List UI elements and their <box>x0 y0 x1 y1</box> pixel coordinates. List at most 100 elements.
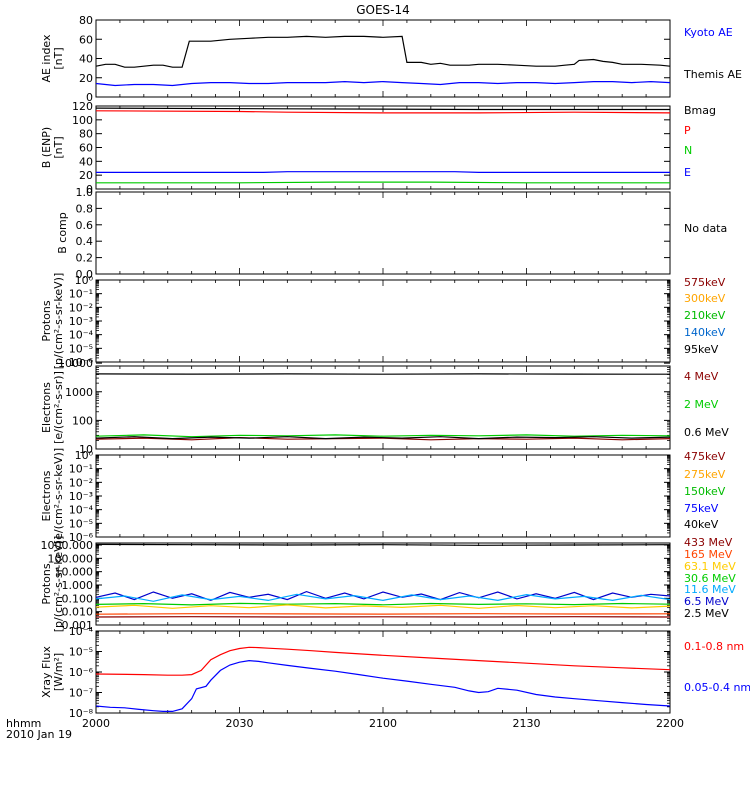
series-line <box>96 171 670 173</box>
legend-entry: P <box>684 124 691 137</box>
legend-entry: N <box>684 144 692 157</box>
series-line <box>95 602 671 606</box>
series-line <box>96 181 670 184</box>
y-tick-label: 10⁰ <box>75 449 94 462</box>
x-tick-label: 2100 <box>369 717 397 730</box>
y-axis-label: [W/m²] <box>52 653 65 691</box>
series-line <box>95 543 671 546</box>
chart-title: GOES-14 <box>356 3 410 17</box>
series-line <box>95 613 671 615</box>
y-tick-label: 0.6 <box>76 219 94 232</box>
y-tick-label: 0.2 <box>76 252 94 265</box>
y-tick-label: 100 <box>72 414 93 427</box>
y-axis-label: Electrons <box>40 382 53 433</box>
y-axis-label: [nT] <box>52 47 65 69</box>
y-tick-label: 10000 <box>58 357 93 370</box>
panel-frame <box>95 542 671 626</box>
panel-frame <box>95 279 671 363</box>
series-line <box>95 434 671 438</box>
y-tick-label: 10⁻¹ <box>69 463 93 476</box>
legend-entry: 2 MeV <box>684 398 719 411</box>
y-axis-label: Electrons <box>40 470 53 521</box>
series-line <box>95 604 671 609</box>
y-tick-label: 0.001 <box>62 619 94 632</box>
y-tick-label: 10 <box>79 443 93 456</box>
y-tick-label: 20 <box>79 72 93 85</box>
legend-entry: 165 MeV <box>684 548 733 561</box>
panel-frame <box>95 191 671 275</box>
y-tick-label: 80 <box>79 128 93 141</box>
y-tick-label: 80 <box>79 14 93 27</box>
y-axis-label: [p/(cm²-s-sr-keV)] <box>52 536 65 633</box>
y-axis-label: [p/(cm²-s-sr-keV)] <box>52 273 65 370</box>
panel-bcomp: 0.0 0.2 0.4 0.6 0.8 1.0 B comp No data <box>56 186 727 281</box>
legend-entry: 63.1 MeV <box>684 560 736 573</box>
y-tick-label: 10⁻⁶ <box>69 666 94 679</box>
series-line <box>95 107 670 111</box>
panel-ae: 0 20 40 60 80 AE index [nT] Kyoto AE Themis AE <box>40 14 742 104</box>
y-tick-label: 10.000 <box>55 566 94 579</box>
series-line <box>95 659 671 713</box>
y-tick-label: 0.0 <box>76 268 94 281</box>
y-tick-label: 0.100 <box>62 592 94 605</box>
y-tick-label: 0 <box>86 91 93 104</box>
panel-frame <box>95 454 671 538</box>
legend-entry: 4 MeV <box>684 370 719 383</box>
series-line <box>95 646 671 676</box>
panel-frame <box>95 105 671 190</box>
y-tick-label: 10⁻¹ <box>69 288 93 301</box>
legend-entry: 0.05-0.4 nm <box>684 681 750 694</box>
series-line <box>95 110 671 114</box>
y-tick-label: 1.0 <box>76 186 94 199</box>
y-axis-label: AE index <box>40 34 53 83</box>
panel-frame <box>95 630 671 714</box>
y-tick-label: 60 <box>79 142 93 155</box>
y-tick-label: 100 <box>72 114 93 127</box>
y-axis-label: Protons <box>40 300 53 341</box>
legend-entry: 150keV <box>684 485 726 498</box>
x-axis: 2000 2030 2100 2130 2200 <box>82 717 684 730</box>
y-tick-label: 120 <box>72 100 93 113</box>
y-tick-label: 20 <box>79 169 93 182</box>
legend-entry: 6.5 MeV <box>684 595 729 608</box>
y-tick-label: 1000.000 <box>41 539 94 552</box>
legend-entry: 2.5 MeV <box>684 607 729 620</box>
y-tick-label: 10⁻⁴ <box>69 504 94 517</box>
legend-entry: No data <box>684 222 727 235</box>
panel-frame <box>95 19 671 98</box>
y-tick-label: 10⁻⁵ <box>69 517 93 530</box>
legend-entry: Bmag <box>684 104 716 117</box>
y-tick-label: 60 <box>79 33 93 46</box>
legend-entry: 75keV <box>684 502 719 515</box>
y-tick-label: 0.8 <box>76 202 94 215</box>
y-axis-label: [e/(cm²-s-sr)] <box>52 371 65 444</box>
y-tick-label: 10⁰ <box>75 274 94 287</box>
y-tick-label: 0.010 <box>62 606 94 619</box>
legend-entry: 0.6 MeV <box>684 426 729 439</box>
y-tick-label: 10⁻² <box>69 476 93 489</box>
series-line <box>95 593 671 602</box>
legend-entry: 275keV <box>684 468 726 481</box>
series-line <box>95 80 671 87</box>
y-tick-label: 10⁻⁶ <box>69 531 94 544</box>
panel-epeadprotons: 0.0010.0100.1001.00010.000100.0001000.00… <box>40 536 736 633</box>
y-tick-label: 10⁻⁵ <box>69 342 93 355</box>
legend-entry: 0.1-0.8 nm <box>684 640 744 653</box>
y-tick-label: 0.4 <box>76 235 94 248</box>
x-tick-label: 2200 <box>656 717 684 730</box>
y-tick-label: 1000 <box>65 386 93 399</box>
y-axis-label: [nT] <box>52 136 65 158</box>
y-tick-label: 10⁻⁴ <box>69 625 94 638</box>
x-axis-label-time: hhmm <box>6 717 41 730</box>
y-axis-label: B comp <box>56 212 69 254</box>
x-axis-label-date: 2010 Jan 19 <box>6 728 72 741</box>
x-tick-label: 2030 <box>226 717 254 730</box>
panel-electrons: 10 100 1000 10000 Electrons [e/(cm²-s-sr)] 4 M… <box>40 357 729 456</box>
y-tick-label: 10⁻⁶ <box>69 356 94 369</box>
y-axis-label: Protons <box>40 563 53 604</box>
legend-entry: Kyoto AE <box>684 26 733 39</box>
y-tick-label: 10⁻² <box>69 301 93 314</box>
